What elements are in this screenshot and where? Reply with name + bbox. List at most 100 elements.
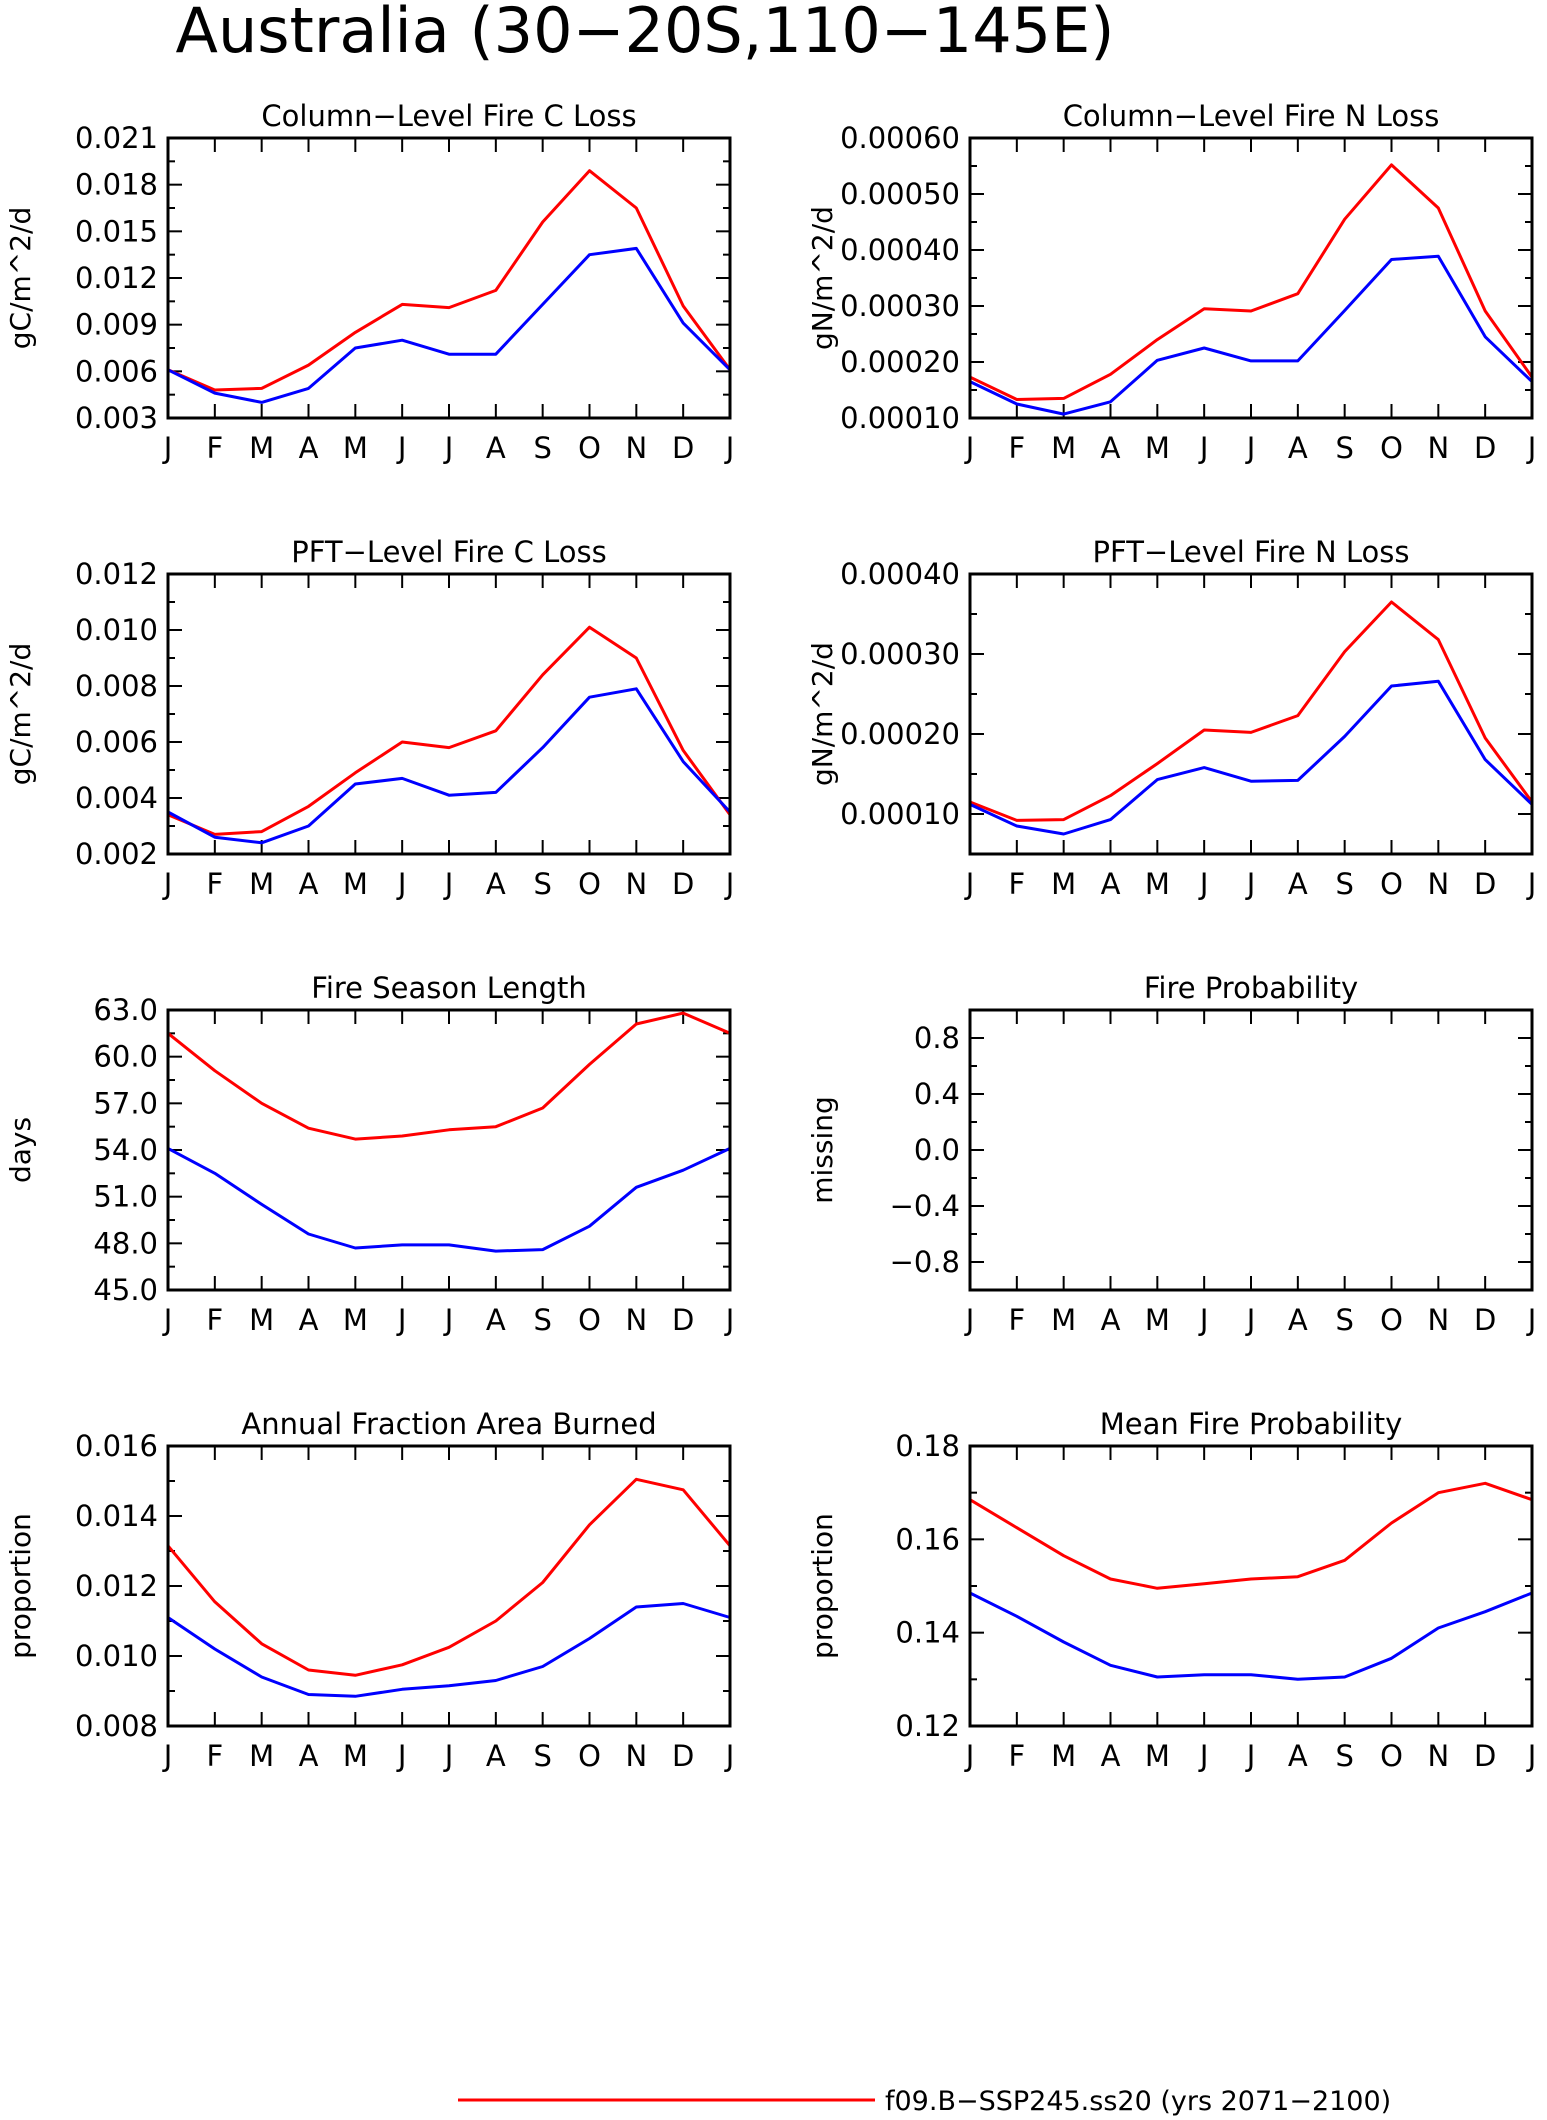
x-tick-label: J	[1526, 431, 1537, 465]
x-tick-label: F	[1008, 1739, 1025, 1773]
x-tick-label: S	[1335, 867, 1353, 901]
x-tick-label: M	[1051, 431, 1076, 465]
x-tick-label: D	[1474, 1739, 1496, 1773]
x-tick-label: M	[249, 1303, 274, 1337]
y-tick-label: 0.00050	[840, 177, 960, 211]
y-tick-label: 0.14	[895, 1616, 960, 1650]
y-tick-label: 0.004	[75, 781, 158, 815]
x-tick-label: J	[443, 1739, 454, 1773]
x-tick-label: J	[1526, 1303, 1537, 1337]
plot-frame	[166, 136, 732, 420]
y-tick-label: 0.015	[75, 214, 158, 248]
panel-title: Annual Fraction Area Burned	[241, 1407, 656, 1441]
x-tick-label: A	[1288, 431, 1308, 465]
x-tick-label: J	[1245, 1303, 1256, 1337]
x-tick-label: J	[1245, 431, 1256, 465]
x-tick-label: S	[533, 867, 551, 901]
y-tick-label: 0.016	[75, 1429, 158, 1463]
x-tick-label: A	[1288, 1303, 1308, 1337]
x-tick-label: D	[1474, 1303, 1496, 1337]
x-tick-label: F	[206, 1739, 223, 1773]
x-tick-label: O	[1380, 867, 1403, 901]
y-tick-label: 0.18	[895, 1429, 960, 1463]
series-line-1	[969, 1481, 1533, 1590]
y-tick-label: 0.012	[75, 1569, 158, 1603]
y-tick-label: 0.008	[75, 1709, 158, 1743]
y-axis-label: proportion	[4, 1513, 37, 1659]
x-tick-label: D	[672, 1739, 694, 1773]
y-tick-label: 0.00030	[840, 289, 960, 323]
x-tick-label: O	[1380, 1303, 1403, 1337]
y-axis-label: proportion	[806, 1513, 839, 1659]
y-axis-label: gC/m^2/d	[4, 207, 37, 350]
x-tick-label: A	[299, 1739, 319, 1773]
panel-title: Fire Probability	[1144, 971, 1358, 1005]
x-tick-label: J	[964, 431, 975, 465]
x-tick-label: O	[578, 867, 601, 901]
x-tick-label: M	[343, 431, 368, 465]
y-tick-label: 0.4	[914, 1077, 960, 1111]
y-axis-label: missing	[806, 1096, 839, 1204]
y-tick-label: 0.009	[75, 308, 158, 342]
x-tick-label: F	[1008, 867, 1025, 901]
x-tick-label: M	[1145, 431, 1170, 465]
x-tick-label: A	[299, 1303, 319, 1337]
x-tick-label: D	[1474, 431, 1496, 465]
x-tick-label: O	[1380, 431, 1403, 465]
panel-title: PFT−Level Fire C Loss	[291, 535, 607, 569]
x-tick-label: J	[964, 1739, 975, 1773]
y-tick-label: −0.8	[890, 1245, 960, 1279]
x-tick-label: M	[343, 867, 368, 901]
y-tick-label: 51.0	[93, 1180, 158, 1214]
y-tick-label: 0.00020	[840, 345, 960, 379]
x-tick-label: M	[1145, 867, 1170, 901]
x-tick-label: D	[672, 867, 694, 901]
x-tick-label: J	[443, 867, 454, 901]
x-tick-label: M	[1051, 1303, 1076, 1337]
x-tick-label: O	[578, 1739, 601, 1773]
x-tick-label: J	[1245, 1739, 1256, 1773]
y-tick-label: 0.014	[75, 1499, 158, 1533]
x-tick-label: A	[486, 1303, 506, 1337]
x-tick-label: J	[162, 431, 173, 465]
x-tick-label: F	[206, 867, 223, 901]
x-tick-label: M	[1145, 1739, 1170, 1773]
y-tick-label: 0.008	[75, 669, 158, 703]
panel-title: Column−Level Fire C Loss	[261, 99, 636, 133]
y-tick-label: 0.006	[75, 354, 158, 388]
x-tick-label: A	[486, 431, 506, 465]
x-tick-label: A	[1101, 431, 1121, 465]
series-line-2	[167, 1147, 731, 1253]
x-tick-label: O	[1380, 1739, 1403, 1773]
x-tick-label: S	[533, 431, 551, 465]
x-tick-label: A	[486, 867, 506, 901]
x-tick-label: N	[1427, 867, 1449, 901]
series-line-2	[167, 1602, 731, 1698]
x-tick-label: F	[206, 1303, 223, 1337]
y-axis-label: gC/m^2/d	[4, 643, 37, 786]
series-line-1	[969, 600, 1534, 822]
panel-title: Column−Level Fire N Loss	[1063, 99, 1440, 133]
x-tick-label: M	[1051, 867, 1076, 901]
x-tick-label: N	[1427, 431, 1449, 465]
x-tick-label: J	[1198, 867, 1209, 901]
x-tick-label: O	[578, 1303, 601, 1337]
x-tick-label: A	[1288, 1739, 1308, 1773]
plot-frame	[166, 572, 732, 856]
x-tick-label: A	[1101, 1739, 1121, 1773]
x-tick-label: N	[625, 867, 647, 901]
x-tick-label: J	[964, 1303, 975, 1337]
x-tick-label: N	[625, 1303, 647, 1337]
x-tick-label: J	[443, 431, 454, 465]
x-tick-label: A	[1101, 867, 1121, 901]
x-tick-label: J	[724, 1739, 735, 1773]
x-tick-label: S	[1335, 1303, 1353, 1337]
x-tick-label: A	[1288, 867, 1308, 901]
legend-label: f09.B−SSP245.ss20 (yrs 2071−2100)	[885, 2086, 1391, 2117]
x-tick-label: N	[625, 431, 647, 465]
